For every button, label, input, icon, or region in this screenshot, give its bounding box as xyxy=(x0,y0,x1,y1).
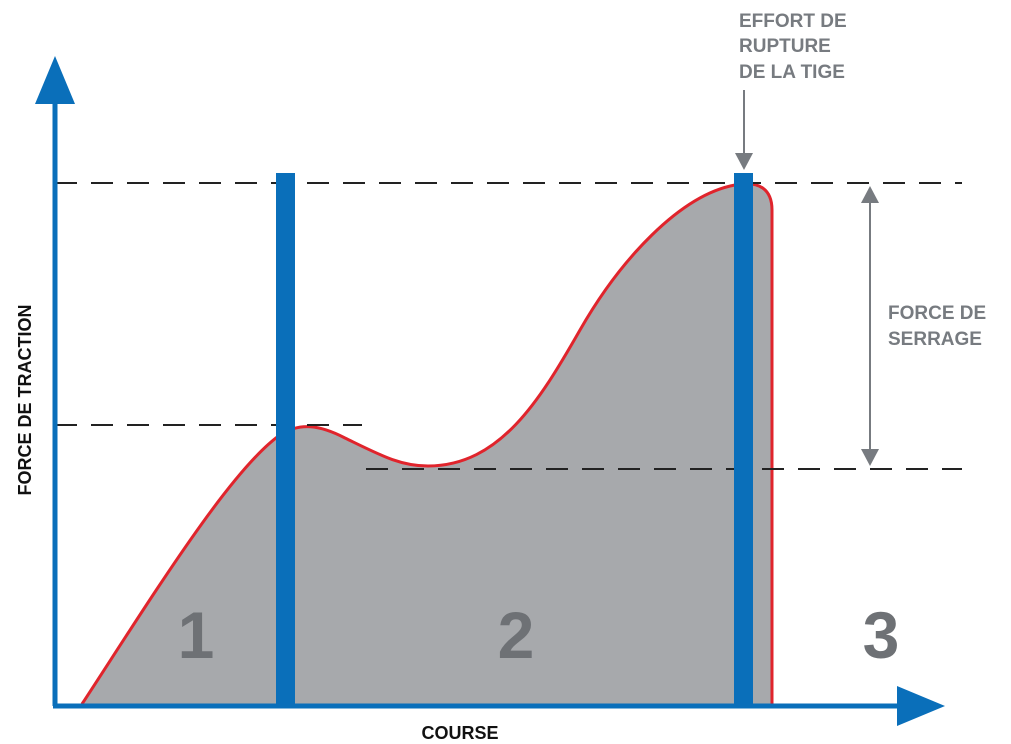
curve-area-fill xyxy=(82,183,772,704)
rupture-label-line-3: DE LA TIGE xyxy=(739,62,845,83)
rupture-label-line-2: RUPTURE xyxy=(739,36,831,57)
zone-label-3: 3 xyxy=(863,598,900,672)
clamp-label-line-1: FORCE DE xyxy=(888,303,986,324)
clamp-label-line-2: SERRAGE xyxy=(888,329,982,350)
y-axis-arrow-icon xyxy=(35,56,75,104)
divider-bar-1 xyxy=(276,173,295,706)
traction-curve xyxy=(80,182,774,705)
rupture-label-line-1: EFFORT DE xyxy=(739,11,847,32)
zone-label-2: 2 xyxy=(498,598,535,672)
rupture-arrow-icon xyxy=(735,153,753,170)
zone-label-1: 1 xyxy=(178,598,215,672)
clamp-arrow-up-icon xyxy=(861,186,879,203)
y-axis-label: FORCE DE TRACTION xyxy=(15,305,35,496)
clamp-arrow-down-icon xyxy=(861,449,879,466)
x-axis-label: COURSE xyxy=(421,723,498,743)
x-axis-arrow-icon xyxy=(897,686,945,726)
divider-bar-2 xyxy=(734,173,753,706)
